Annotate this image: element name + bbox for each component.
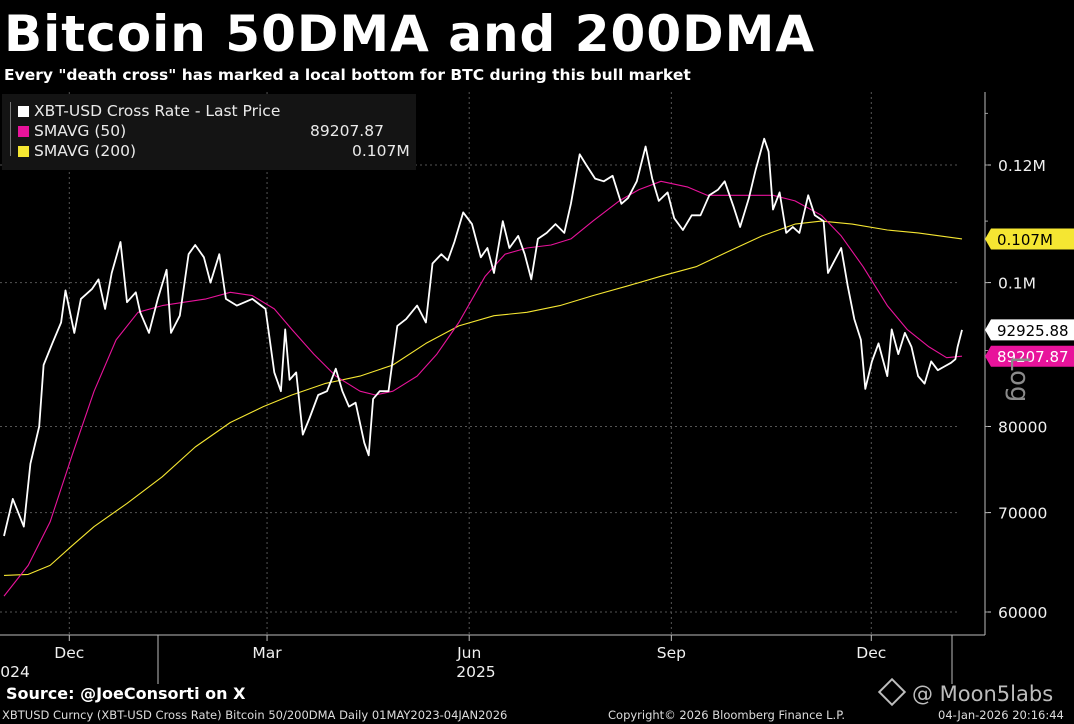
- series-line-sma50: [3, 180, 963, 597]
- last-value-tag: 89207.87: [985, 345, 1074, 367]
- x-month-label: Mar: [252, 644, 282, 662]
- chart-title: Bitcoin 50DMA and 200DMA: [4, 5, 816, 63]
- legend-swatch-magenta-icon: [18, 126, 29, 137]
- last-value-tag: 92925.88: [985, 319, 1074, 341]
- footer-timestamp: 04-Jan-2026 20:16:44: [938, 708, 1064, 722]
- legend-item-sma50: SMAVG (50) 89207.87: [18, 122, 384, 140]
- watermark-text: @ Moon5labs: [912, 682, 1054, 706]
- x-year-label: 2024: [0, 663, 30, 681]
- x-month-label: Jun: [456, 644, 481, 662]
- source-credit: Source: @JoeConsorti on X: [6, 684, 246, 703]
- y-tick-label: 80000: [998, 418, 1047, 436]
- last-value-tag-bg: [985, 319, 1074, 341]
- x-month-label: Sep: [657, 644, 686, 662]
- last-value-tag-label: 89207.87: [997, 348, 1069, 366]
- last-value-tag-bg: [985, 345, 1074, 367]
- y-tick-label: 0.1M: [998, 275, 1036, 293]
- axes: 60000 70000 80000 0.1M 0.12M Dec Mar Jun Sep Dec 2…: [0, 92, 1047, 684]
- legend-item-sma200: SMAVG (200) 0.107M: [18, 142, 410, 160]
- x-year-label: 2025: [456, 663, 495, 681]
- legend-tree-line: [10, 102, 11, 156]
- x-month-label: Dec: [54, 644, 84, 662]
- series-line-sma200: [3, 220, 963, 576]
- footer-copyright: Copyright© 2026 Bloomberg Finance L.P.: [608, 708, 845, 722]
- watermark: @ Moon5labs: [877, 677, 1054, 707]
- legend-item-price: XBT-USD Cross Rate - Last Price: [18, 102, 280, 120]
- last-value-tag-label: 92925.88: [997, 322, 1069, 340]
- last-value-tags: 92925.88 0.107M 89207.87: [985, 228, 1074, 367]
- last-value-tag-label: 0.107M: [997, 231, 1053, 249]
- series-line-price: [3, 137, 963, 537]
- legend-value: 89207.87: [310, 122, 384, 140]
- moon5labs-logo-icon: [877, 677, 907, 707]
- legend-label: SMAVG (200): [34, 142, 137, 160]
- legend-value: 0.107M: [352, 142, 410, 160]
- legend-swatch-yellow-icon: [18, 146, 29, 157]
- legend-swatch-white-icon: [18, 106, 29, 117]
- legend-label: XBT-USD Cross Rate - Last Price: [34, 102, 281, 120]
- chart-legend: [2, 94, 416, 170]
- footer-description: XBTUSD Curncy (XBT-USD Cross Rate) Bitco…: [2, 708, 508, 722]
- chart-subtitle: Every "death cross" has marked a local b…: [4, 66, 691, 84]
- log-scale-label: Log: [1004, 356, 1034, 403]
- last-value-tag: 0.107M: [985, 228, 1074, 250]
- last-value-tag-bg: [985, 228, 1074, 250]
- y-tick-label: 0.12M: [998, 157, 1046, 175]
- x-month-label: Dec: [856, 644, 886, 662]
- series-lines: [3, 137, 963, 597]
- y-tick-label: 70000: [998, 505, 1047, 523]
- y-tick-label: 60000: [998, 604, 1047, 622]
- legend-label: SMAVG (50): [34, 122, 127, 140]
- grid-lines: [0, 92, 958, 635]
